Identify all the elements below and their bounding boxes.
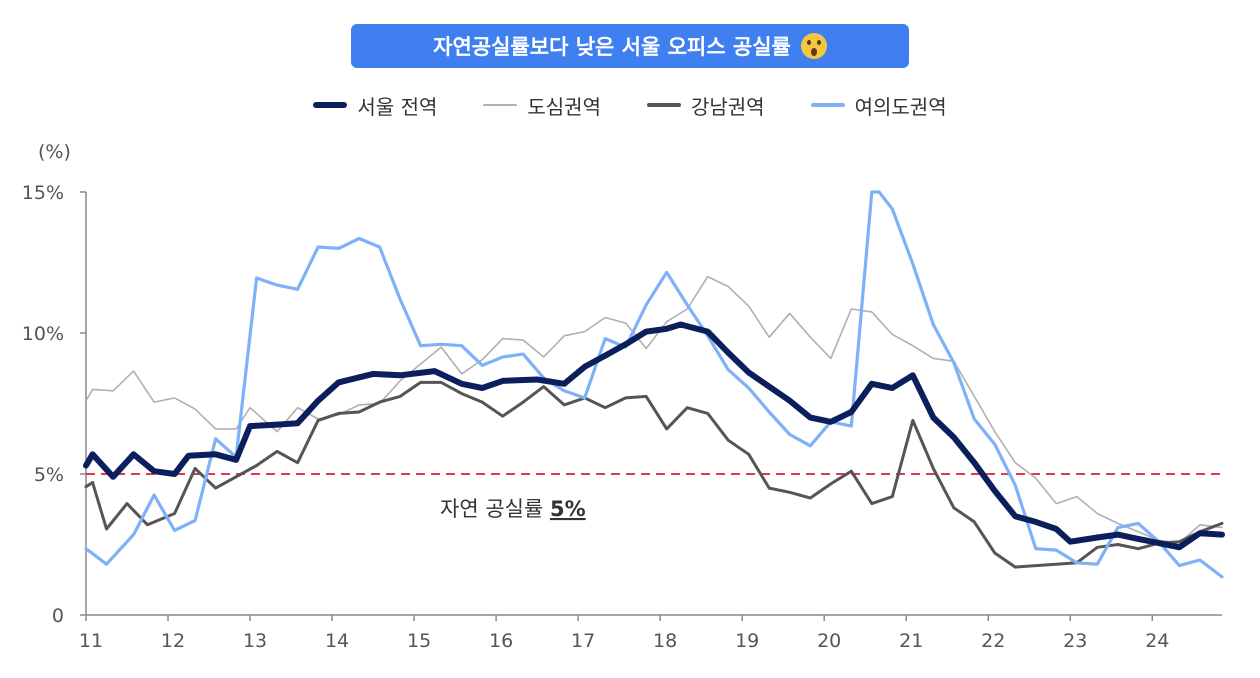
legend-item-cbd: 도심권역 [483,91,601,120]
x-tick-label: 14 [325,630,349,652]
legend-item-seoul: 서울 전역 [313,91,437,120]
legend-swatch-gbd [646,103,681,107]
chart-title-badge: 자연공실률보다 낮은 서울 오피스 공실률 [351,24,909,68]
reference-line-label-prefix: 자연 공실률 [440,497,550,521]
series-line-seoul [83,321,1225,551]
legend-swatch-cbd [483,104,518,106]
y-tick-label: 0 [52,605,64,627]
legend-item-ybd: 여의도권역 [810,91,947,120]
legend-label-gbd: 강남권역 [690,94,765,119]
series-line-gbd [84,380,1224,569]
x-tick-label: 19 [735,630,759,652]
y-tick-label: 10% [22,323,64,345]
y-axis-unit-label: (%) [38,141,71,163]
x-tick-label: 18 [653,630,677,652]
x-tick-label: 17 [571,630,595,652]
legend-swatch-seoul [313,102,348,108]
x-tick-label: 24 [1145,630,1169,652]
x-tick-label: 21 [899,630,923,652]
x-tick-label: 11 [79,630,103,652]
reference-line-label-value: 5% [550,497,586,521]
chart-title: 자연공실률보다 낮은 서울 오피스 공실률 [433,35,791,59]
reference-line-label: 자연 공실률 5% [440,497,586,521]
x-tick-label: 15 [407,630,431,652]
legend-label-seoul: 서울 전역 [357,94,438,119]
legend-label-ybd: 여의도권역 [854,94,947,119]
y-tick-label: 15% [22,182,64,204]
x-tick-label: 20 [817,630,841,652]
x-tick-label: 13 [243,630,267,652]
legend-swatch-ybd [810,103,845,107]
x-tick-label: 23 [1063,630,1087,652]
astonished-face-icon [800,33,827,59]
legend: 서울 전역 도심권역 강남권역 여의도권역 [0,88,1260,122]
legend-label-cbd: 도심권역 [527,94,601,119]
x-tick-label: 22 [981,630,1005,652]
y-tick-label: 5% [34,464,64,486]
x-tick-label: 12 [161,630,185,652]
legend-item-gbd: 강남권역 [646,91,765,120]
x-tick-label: 16 [489,630,513,652]
series-line-cbd [85,275,1223,544]
series-line-ybd [84,190,1224,579]
